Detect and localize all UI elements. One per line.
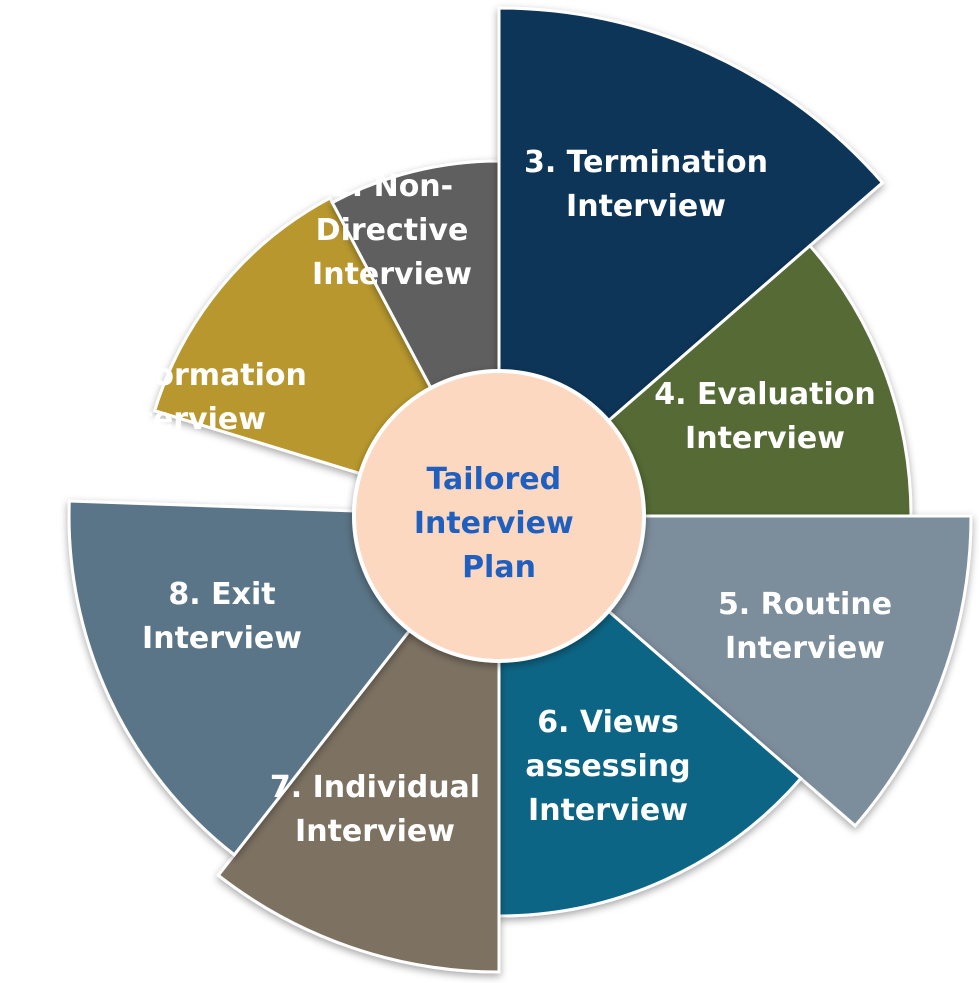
segment-label-line: 2. Non- — [331, 169, 453, 204]
center-label-line: Tailored — [426, 462, 561, 497]
center-label-line: Interview — [414, 506, 574, 541]
segment-label-line: Interview — [725, 631, 885, 666]
center-label: Tailored Interview Plan — [414, 462, 584, 585]
segment-1-label: 1. Information Interview — [65, 358, 307, 437]
segment-label-line: Interview — [312, 257, 472, 292]
segment-3-label: 3. Termination Interview — [524, 145, 768, 224]
segment-label-line: 6. Views — [537, 705, 679, 740]
segment-label-line: Interview — [685, 421, 845, 456]
segment-label-line: 4. Evaluation — [654, 377, 875, 412]
segment-label-line: Directive — [316, 213, 469, 248]
segment-4-label: 4. Evaluation Interview — [654, 377, 875, 456]
segment-label-line: 1. Information — [65, 358, 307, 393]
segment-label-line: Interview — [566, 189, 726, 224]
center-hub — [352, 369, 646, 663]
segment-5-label: 5. Routine Interview — [718, 587, 892, 666]
segment-label-line: Interview — [106, 402, 266, 437]
segment-label-line: assessing — [525, 749, 690, 784]
segment-2-label: 2. Non- Directive Interview — [312, 169, 472, 292]
segment-7-label: 7. Individual Interview — [270, 770, 480, 849]
center-label-line: Plan — [462, 550, 536, 585]
segment-label-line: Interview — [528, 793, 688, 828]
segment-6-label: 6. Views assessing Interview — [525, 705, 690, 828]
segment-label-line: 5. Routine — [718, 587, 892, 622]
segment-8-label: 8. Exit Interview — [142, 577, 302, 656]
segment-label-line: 3. Termination — [524, 145, 768, 180]
segment-label-line: Interview — [142, 621, 302, 656]
segment-label-line: Interview — [295, 814, 455, 849]
segment-3-wedge — [497, 6, 885, 520]
segment-label-line: 8. Exit — [168, 577, 275, 612]
segment-label-line: 7. Individual — [270, 770, 480, 805]
